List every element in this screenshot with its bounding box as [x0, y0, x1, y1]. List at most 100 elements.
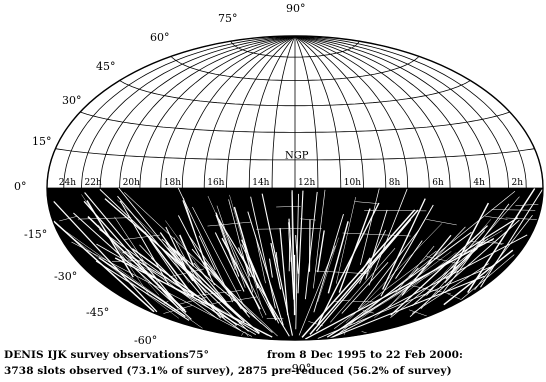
- scan-gap: [354, 201, 378, 204]
- scan-gap: [364, 210, 427, 212]
- scan-gap: [256, 228, 322, 230]
- scan-gap: [114, 257, 273, 338]
- scan-gap: [342, 232, 411, 237]
- scan-gap: [291, 190, 296, 307]
- ra-label: 8h: [389, 178, 401, 188]
- scan-gap: [380, 204, 434, 297]
- scan-gap: [317, 237, 339, 302]
- scan-gap: [124, 234, 160, 240]
- scan-gap: [124, 250, 219, 320]
- scan-gap: [114, 216, 159, 283]
- scan-gap: [193, 262, 227, 303]
- scan-gap: [297, 190, 304, 294]
- ra-label: 24h: [59, 178, 76, 188]
- scan-gap: [368, 188, 408, 286]
- scan-gap: [395, 240, 423, 279]
- ra-label: 16h: [207, 178, 224, 188]
- scan-gap: [411, 263, 489, 314]
- scan-gap: [150, 257, 190, 296]
- scan-gap: [485, 215, 508, 220]
- scan-gap: [288, 218, 295, 300]
- scan-gap: [341, 262, 389, 314]
- scan-gap: [382, 198, 426, 290]
- scan-gap: [309, 209, 419, 335]
- latitude-label: 75°: [218, 12, 238, 25]
- caption-overlap-label: 75°: [188, 349, 209, 361]
- scan-gap: [119, 200, 170, 287]
- scan-gap: [330, 248, 396, 323]
- scan-gap: [315, 270, 367, 274]
- scan-gap: [241, 244, 280, 324]
- scan-gap: [247, 211, 284, 326]
- scan-gap: [198, 235, 216, 270]
- latitude-label: 0°: [14, 180, 27, 193]
- ra-label: 10h: [344, 178, 361, 188]
- scan-gap: [240, 332, 244, 337]
- scan-gap: [177, 188, 234, 303]
- scan-gap: [412, 247, 478, 307]
- scan-gap: [178, 296, 207, 305]
- scan-gap: [461, 254, 515, 300]
- scan-gap: [254, 234, 266, 284]
- scan-gap: [86, 200, 134, 278]
- ra-label: 18h: [164, 178, 181, 188]
- scan-gap: [360, 188, 380, 265]
- scan-gap: [144, 231, 195, 297]
- scan-gap: [268, 258, 273, 278]
- latitude-label: 15°: [32, 135, 52, 148]
- scan-gap: [329, 230, 503, 336]
- scan-gap: [301, 209, 416, 338]
- ra-label: 14h: [252, 178, 269, 188]
- scan-gap: [474, 215, 533, 291]
- scan-gap: [84, 192, 184, 312]
- ra-label: 6h: [432, 178, 444, 188]
- caption-line-1: DENIS IJK survey observations75° from 8 D…: [4, 349, 463, 361]
- latitude-label: 90°: [286, 2, 306, 15]
- latitude-label: -60°: [134, 334, 157, 347]
- scan-gap: [214, 232, 245, 292]
- scan-gap: [390, 238, 489, 318]
- scan-gap: [334, 299, 351, 302]
- scan-gap: [343, 329, 347, 335]
- ra-label: 12h: [298, 178, 315, 188]
- scan-gap: [354, 251, 452, 325]
- scan-gap: [317, 230, 325, 273]
- scan-gap: [317, 264, 496, 339]
- scan-gap: [232, 321, 245, 328]
- scan-gap: [409, 309, 428, 317]
- scan-gap: [53, 201, 158, 313]
- scan-gap: [362, 310, 374, 314]
- scan-gap: [334, 250, 437, 329]
- scan-gap: [270, 242, 282, 290]
- scan-gap: [365, 258, 376, 280]
- scan-gap: [335, 197, 356, 284]
- caption-title: DENIS IJK survey observations: [4, 349, 189, 361]
- scan-gap: [443, 249, 514, 306]
- scan-gap: [77, 217, 132, 220]
- ra-label: 2h: [512, 178, 524, 188]
- scan-gap: [390, 225, 488, 316]
- scan-gap: [450, 202, 490, 275]
- scan-gap: [238, 247, 251, 277]
- scan-gap: [361, 331, 368, 334]
- scan-gap: [165, 226, 189, 274]
- scan-gap: [441, 203, 510, 295]
- scan-gap: [411, 285, 451, 295]
- scan-gap: [295, 235, 299, 274]
- scan-gap: [337, 231, 472, 332]
- scan-gap: [244, 331, 249, 337]
- scan-gap: [228, 199, 254, 293]
- scan-gap: [357, 230, 420, 310]
- scan-gap: [491, 209, 536, 211]
- scan-gap: [218, 218, 267, 316]
- latitude-label: -45°: [86, 306, 109, 319]
- scan-gap: [124, 192, 278, 337]
- latitude-label: -90°: [288, 362, 311, 375]
- scan-gap: [308, 321, 323, 327]
- ra-label: 4h: [473, 178, 485, 188]
- scan-gap: [173, 237, 197, 280]
- latitude-label: 45°: [96, 60, 116, 73]
- scan-gap: [298, 245, 336, 336]
- scan-gap: [275, 252, 279, 271]
- scan-gap: [304, 191, 318, 300]
